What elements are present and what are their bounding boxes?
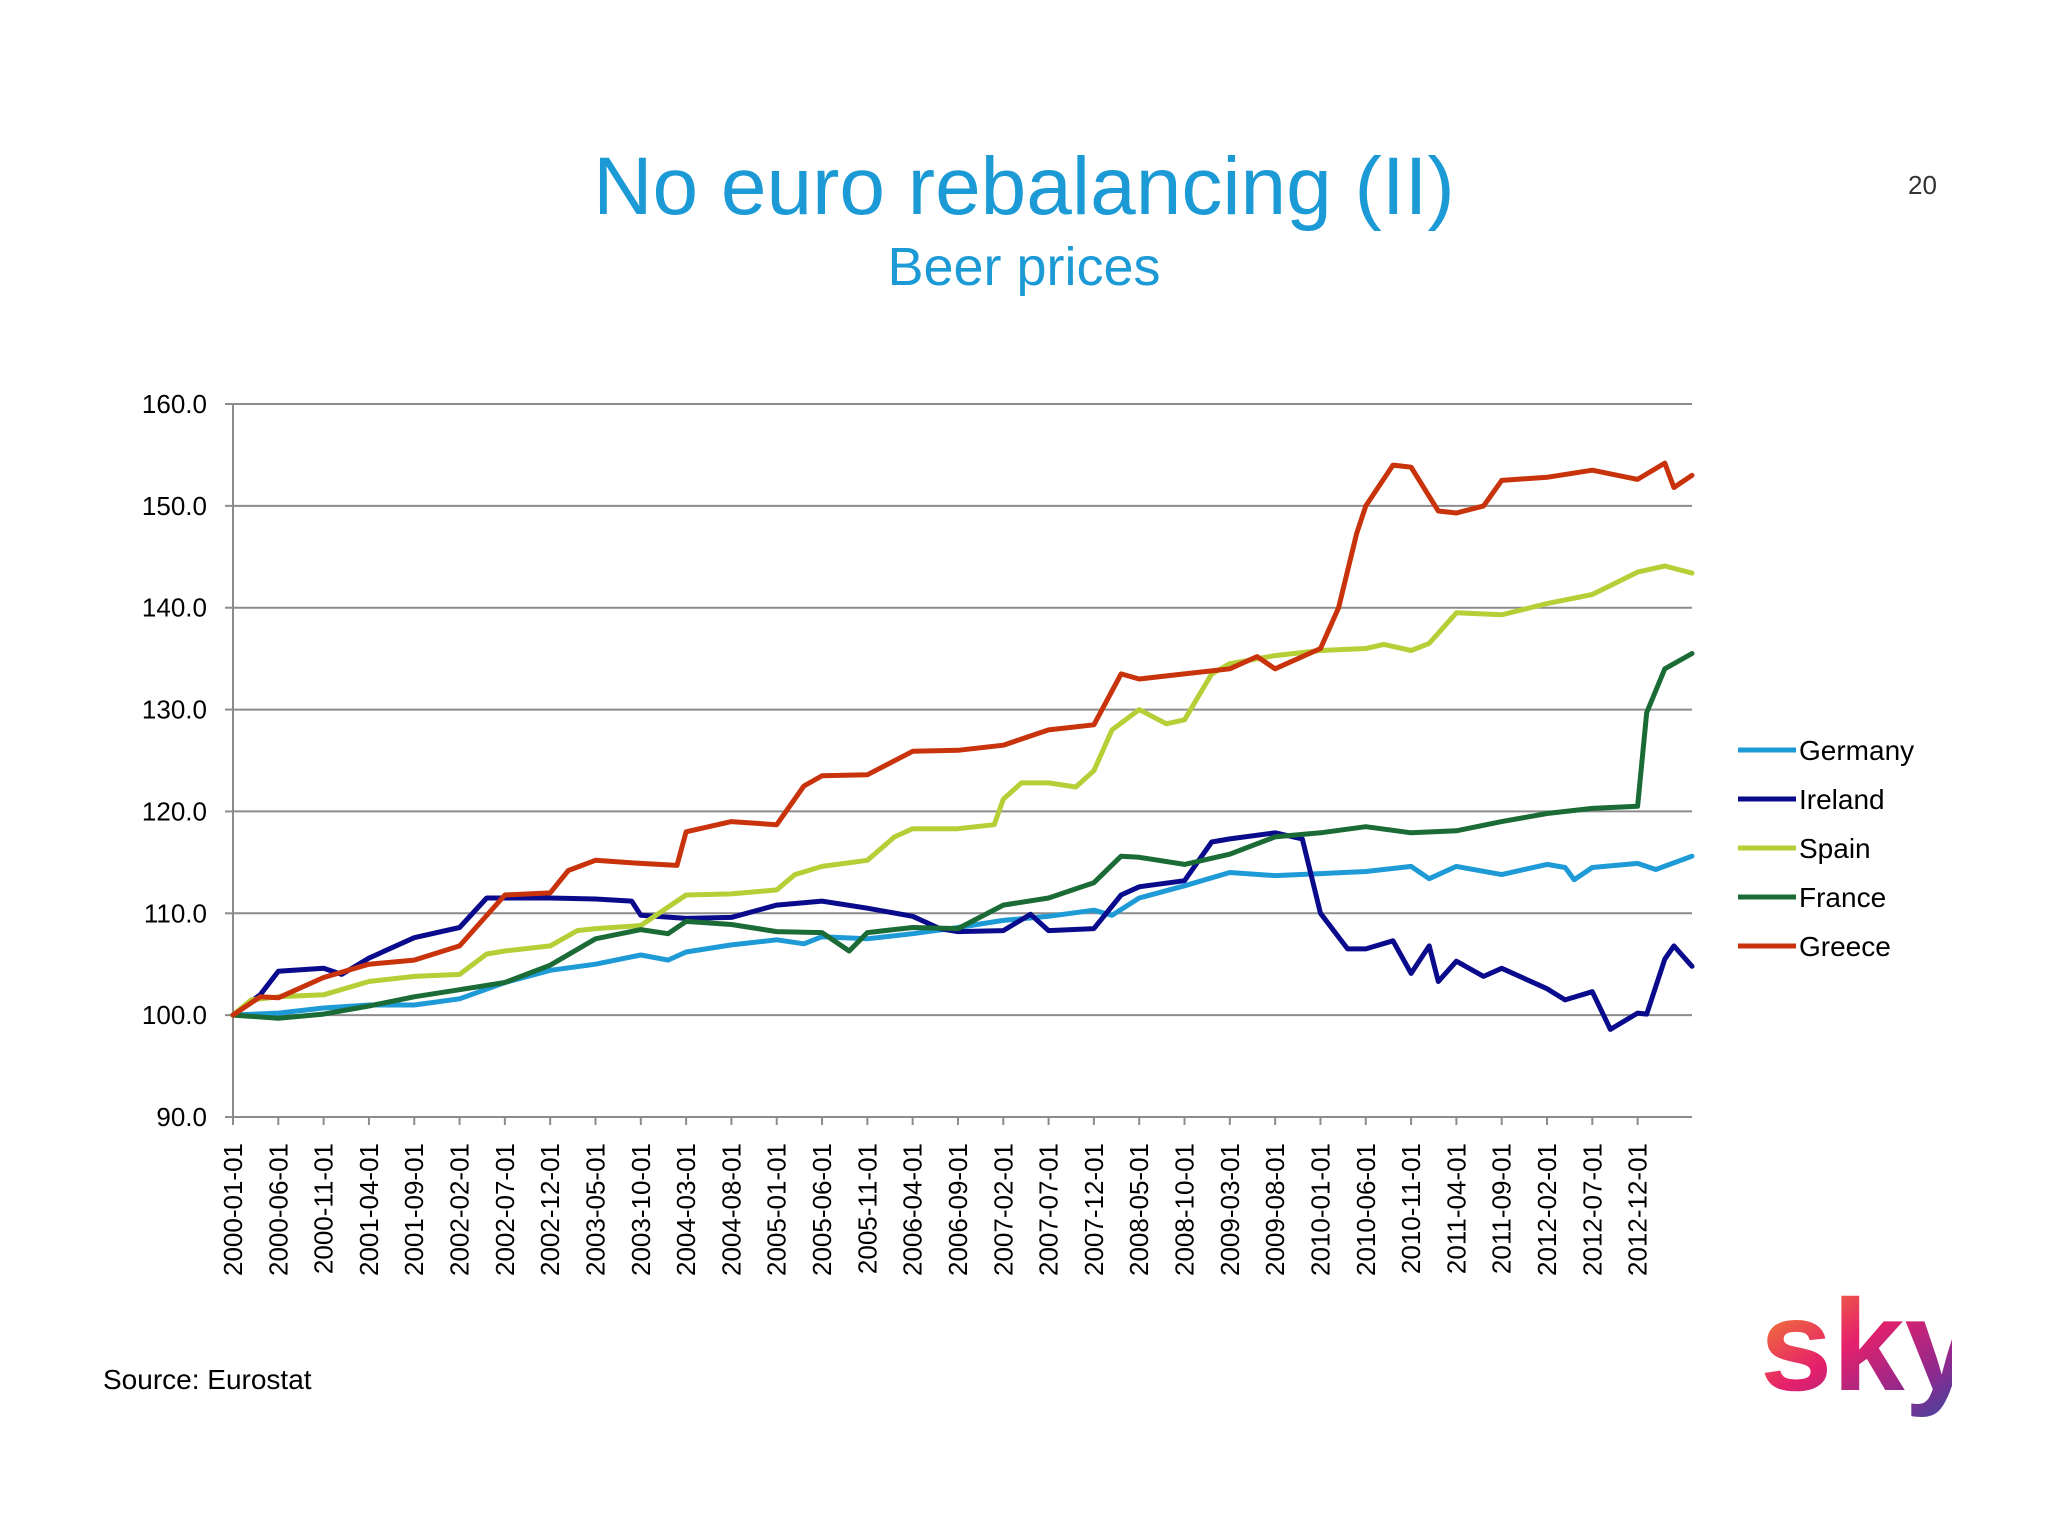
y-tick-labels: 90.0 100.0 110.0 120.0 130.0 140.0 150.0 160.0 [142, 389, 207, 1132]
x-tick-label: 2003-10-01 [626, 1143, 656, 1276]
x-tick-label: 2007-07-01 [1034, 1143, 1064, 1276]
x-tick-label: 2008-10-01 [1170, 1143, 1200, 1276]
x-tick-label: 2004-03-01 [671, 1143, 701, 1276]
x-tick-label: 2002-07-01 [490, 1143, 520, 1276]
source-note: Source: Eurostat [103, 1364, 312, 1395]
x-tick-label: 2007-02-01 [988, 1143, 1018, 1276]
page-number: 20 [1908, 170, 1937, 200]
x-tick-label: 2000-11-01 [309, 1143, 339, 1274]
x-tick-label: 2011-09-01 [1487, 1143, 1517, 1274]
slide-subtitle: Beer prices [887, 237, 1161, 297]
axes [225, 403, 1692, 1125]
x-tick-label: 2005-11-01 [852, 1143, 882, 1274]
series-line-france [230, 651, 1695, 1021]
x-tick-label: 2012-02-01 [1532, 1143, 1562, 1276]
legend-label: Germany [1799, 735, 1914, 766]
x-tick-label: 2004-08-01 [716, 1143, 746, 1276]
x-tick-label: 2010-01-01 [1305, 1143, 1335, 1276]
x-tick-label: 2005-06-01 [807, 1143, 837, 1276]
series-lines [230, 460, 1695, 1032]
series-line-spain [230, 563, 1695, 1018]
x-tick-label: 2009-03-01 [1215, 1143, 1245, 1276]
x-tick-label: 2001-04-01 [354, 1143, 384, 1276]
x-tick-label: 2003-05-01 [580, 1143, 610, 1276]
slide-title: No euro rebalancing (II) [593, 141, 1455, 232]
legend-label: Spain [1799, 833, 1871, 864]
x-tick-label: 2000-01-01 [218, 1143, 248, 1276]
y-tick-label: 130.0 [142, 695, 207, 725]
legend-label: France [1799, 882, 1886, 913]
y-tick-label: 150.0 [142, 491, 207, 521]
x-tick-label: 2001-09-01 [399, 1143, 429, 1276]
y-tick-label: 90.0 [156, 1102, 207, 1132]
legend-label: Greece [1799, 931, 1891, 962]
y-tick-label: 140.0 [142, 593, 207, 623]
gridlines [233, 403, 1692, 1017]
x-tick-labels: 2000-01-01 2000-06-01 2000-11-01 2001-04-01… [218, 1143, 1653, 1276]
x-tick-label: 2002-12-01 [535, 1143, 565, 1276]
y-tick-label: 110.0 [144, 898, 207, 928]
x-tick-label: 2002-02-01 [445, 1143, 475, 1276]
y-tick-label: 120.0 [142, 796, 207, 826]
sky-logo-text: sky [1760, 1278, 1952, 1418]
x-tick-label: 2006-04-01 [898, 1143, 928, 1276]
x-tick-label: 2010-11-01 [1396, 1143, 1426, 1274]
series-line-greece [230, 460, 1695, 1018]
x-tick-label: 2010-06-01 [1351, 1143, 1381, 1276]
legend: Germany Ireland Spain France Greece [1738, 735, 1914, 962]
x-tick-label: 2000-06-01 [263, 1143, 293, 1276]
sky-logo: sky [1760, 1278, 1952, 1418]
series-line-ireland [230, 830, 1695, 1032]
x-tick-label: 2006-09-01 [943, 1143, 973, 1276]
x-tick-label: 2007-12-01 [1079, 1143, 1109, 1276]
y-tick-label: 160.0 [142, 389, 207, 419]
x-tick-label: 2012-12-01 [1623, 1143, 1653, 1276]
x-tick-label: 2008-05-01 [1124, 1143, 1154, 1276]
legend-label: Ireland [1799, 784, 1885, 815]
x-tick-label: 2009-08-01 [1260, 1143, 1290, 1276]
x-tick-label: 2011-04-01 [1441, 1143, 1471, 1274]
x-tick-label: 2012-07-01 [1577, 1143, 1607, 1276]
y-tick-label: 100.0 [142, 1000, 207, 1030]
x-tick-label: 2005-01-01 [762, 1143, 792, 1276]
